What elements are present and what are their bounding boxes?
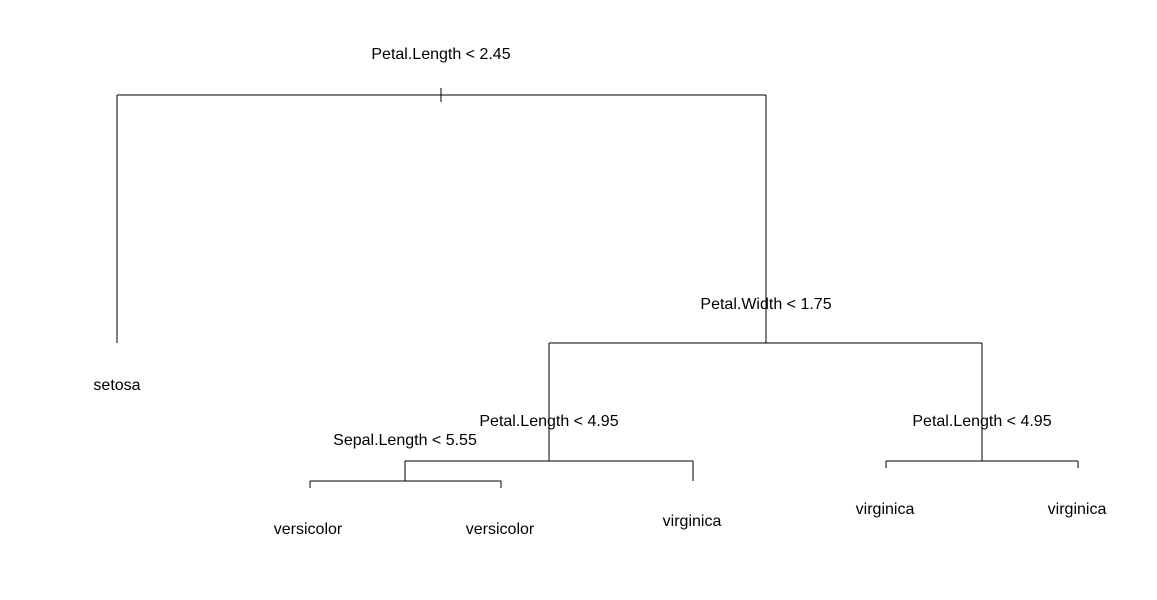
- leaf-setosa: setosa: [93, 377, 140, 394]
- root-split-label: Petal.Length < 2.45: [371, 46, 510, 63]
- leaf-versicolor-1: versicolor: [274, 521, 343, 538]
- sepal-length-split-label: Sepal.Length < 5.55: [333, 432, 477, 449]
- leaf-virginica-1: virginica: [663, 513, 722, 530]
- left-petal-length-split-label: Petal.Length < 4.95: [479, 413, 618, 430]
- right-petal-length-split-label: Petal.Length < 4.95: [912, 413, 1051, 430]
- petal-width-split-label: Petal.Width < 1.75: [700, 296, 831, 313]
- leaf-virginica-3: virginica: [1048, 501, 1107, 518]
- leaf-versicolor-2: versicolor: [466, 521, 535, 538]
- leaf-virginica-2: virginica: [856, 501, 915, 518]
